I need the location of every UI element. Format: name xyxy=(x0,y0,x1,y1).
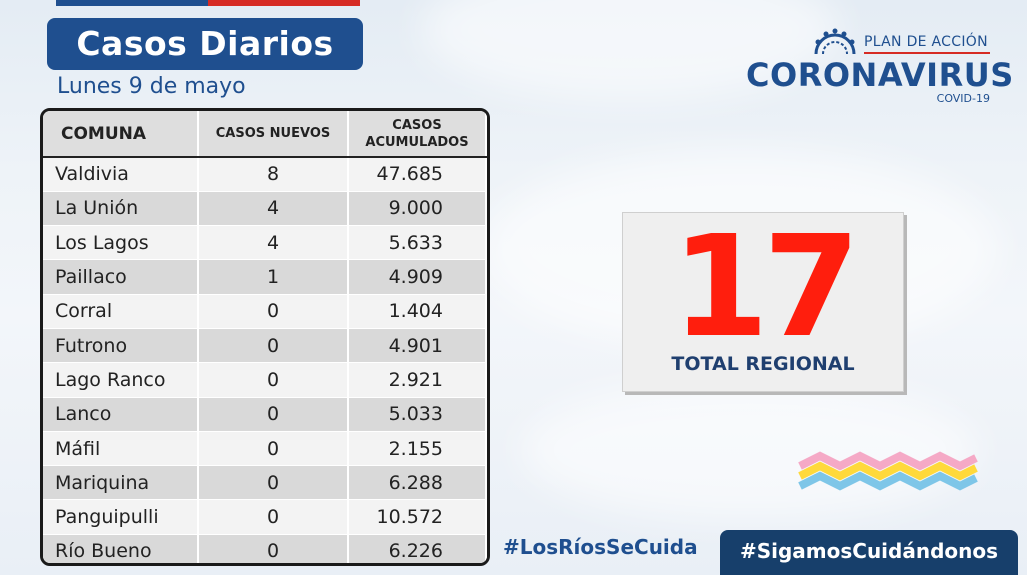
cell-casos-acumulados: 4.901 xyxy=(348,328,487,364)
logo-plan-text: PLAN DE ACCIÓN xyxy=(864,34,988,50)
cell-casos-nuevos: 0 xyxy=(198,431,349,467)
cell-comuna: Río Bueno xyxy=(43,534,199,563)
cell-casos-acumulados: 6.226 xyxy=(348,534,487,563)
table-row: Futrono 0 4.901 xyxy=(43,328,487,364)
cell-comuna: Corral xyxy=(43,294,199,329)
cell-casos-nuevos: 1 xyxy=(198,259,349,295)
cell-comuna: La Unión xyxy=(43,191,199,227)
cell-casos-nuevos: 4 xyxy=(198,191,349,227)
table-row: Los Lagos 4 5.633 xyxy=(43,225,487,261)
cell-comuna: Panguipulli xyxy=(43,499,199,535)
cell-casos-nuevos: 0 xyxy=(198,362,349,398)
cell-comuna: Máfil xyxy=(43,431,199,467)
table-row: Paillaco 1 4.909 xyxy=(43,259,487,295)
cell-casos-nuevos: 0 xyxy=(198,534,349,563)
cell-casos-nuevos: 0 xyxy=(198,465,349,501)
cases-table: COMUNA CASOS NUEVOS CASOS ACUMULADOS Val… xyxy=(40,108,490,566)
table-row: Lanco 0 5.033 xyxy=(43,397,487,432)
cell-comuna: Lanco xyxy=(43,397,199,432)
cell-casos-acumulados: 4.909 xyxy=(348,259,487,295)
cell-casos-nuevos: 0 xyxy=(198,397,349,432)
cell-casos-acumulados: 9.000 xyxy=(348,191,487,227)
table-row: La Unión 4 9.000 xyxy=(43,191,487,227)
total-value: 17 xyxy=(671,206,861,369)
table-row: Mariquina 0 6.288 xyxy=(43,465,487,501)
hashtag-los-rios: #LosRíosSeCuida xyxy=(503,535,698,559)
table-header-row: COMUNA CASOS NUEVOS CASOS ACUMULADOS xyxy=(43,111,487,158)
cell-comuna: Paillaco xyxy=(43,259,199,295)
header-casos-acumulados: CASOS ACUMULADOS xyxy=(348,111,487,158)
cell-casos-acumulados: 6.288 xyxy=(348,465,487,501)
cell-casos-nuevos: 8 xyxy=(198,157,349,192)
hashtag-sigamos: #SigamosCuidándonos xyxy=(720,530,1018,575)
cell-casos-acumulados: 47.685 xyxy=(348,157,487,192)
page-title: Casos Diarios xyxy=(47,18,363,70)
logo-covid-text: COVID-19 xyxy=(936,92,990,105)
cell-comuna: Mariquina xyxy=(43,465,199,501)
cell-comuna: Valdivia xyxy=(43,157,199,192)
table-row: Lago Ranco 0 2.921 xyxy=(43,362,487,398)
cell-casos-acumulados: 5.033 xyxy=(348,397,487,432)
logo-main-text: CORONAVIRUS xyxy=(746,56,1014,94)
cell-casos-acumulados: 2.921 xyxy=(348,362,487,398)
table-row: Valdivia 8 47.685 xyxy=(43,157,487,192)
cell-casos-nuevos: 0 xyxy=(198,328,349,364)
cell-casos-nuevos: 4 xyxy=(198,225,349,261)
cell-casos-nuevos: 0 xyxy=(198,294,349,329)
cell-casos-acumulados: 1.404 xyxy=(348,294,487,329)
cell-casos-acumulados: 2.155 xyxy=(348,431,487,467)
total-regional-card: 17 TOTAL REGIONAL xyxy=(622,212,904,392)
header-casos-nuevos: CASOS NUEVOS xyxy=(198,111,349,158)
total-label: TOTAL REGIONAL xyxy=(671,353,855,375)
cell-casos-nuevos: 0 xyxy=(198,499,349,535)
table-row: Corral 0 1.404 xyxy=(43,294,487,329)
coronavirus-logo: PLAN DE ACCIÓN CORONAVIRUS COVID-19 xyxy=(744,28,1013,108)
header-comuna: COMUNA xyxy=(43,111,199,158)
decorative-zigzag xyxy=(798,451,978,491)
cell-casos-acumulados: 10.572 xyxy=(348,499,487,535)
cell-casos-acumulados: 5.633 xyxy=(348,225,487,261)
top-flag-bar xyxy=(56,0,360,6)
virus-icon xyxy=(814,28,856,55)
report-date: Lunes 9 de mayo xyxy=(57,74,246,99)
cell-comuna: Lago Ranco xyxy=(43,362,199,398)
table-row: Panguipulli 0 10.572 xyxy=(43,499,487,535)
table-row: Río Bueno 0 6.226 xyxy=(43,534,487,563)
cell-comuna: Futrono xyxy=(43,328,199,364)
table-row: Máfil 0 2.155 xyxy=(43,431,487,467)
cell-comuna: Los Lagos xyxy=(43,225,199,261)
